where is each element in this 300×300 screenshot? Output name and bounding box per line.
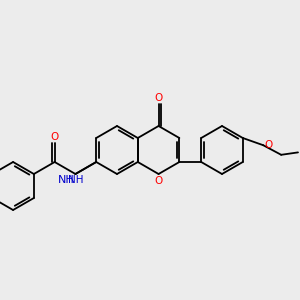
Text: O: O — [154, 176, 163, 186]
Text: O: O — [264, 140, 272, 150]
Text: O: O — [154, 93, 163, 103]
Text: NH: NH — [68, 175, 83, 185]
Text: NH: NH — [58, 175, 74, 185]
Text: O: O — [50, 132, 59, 142]
